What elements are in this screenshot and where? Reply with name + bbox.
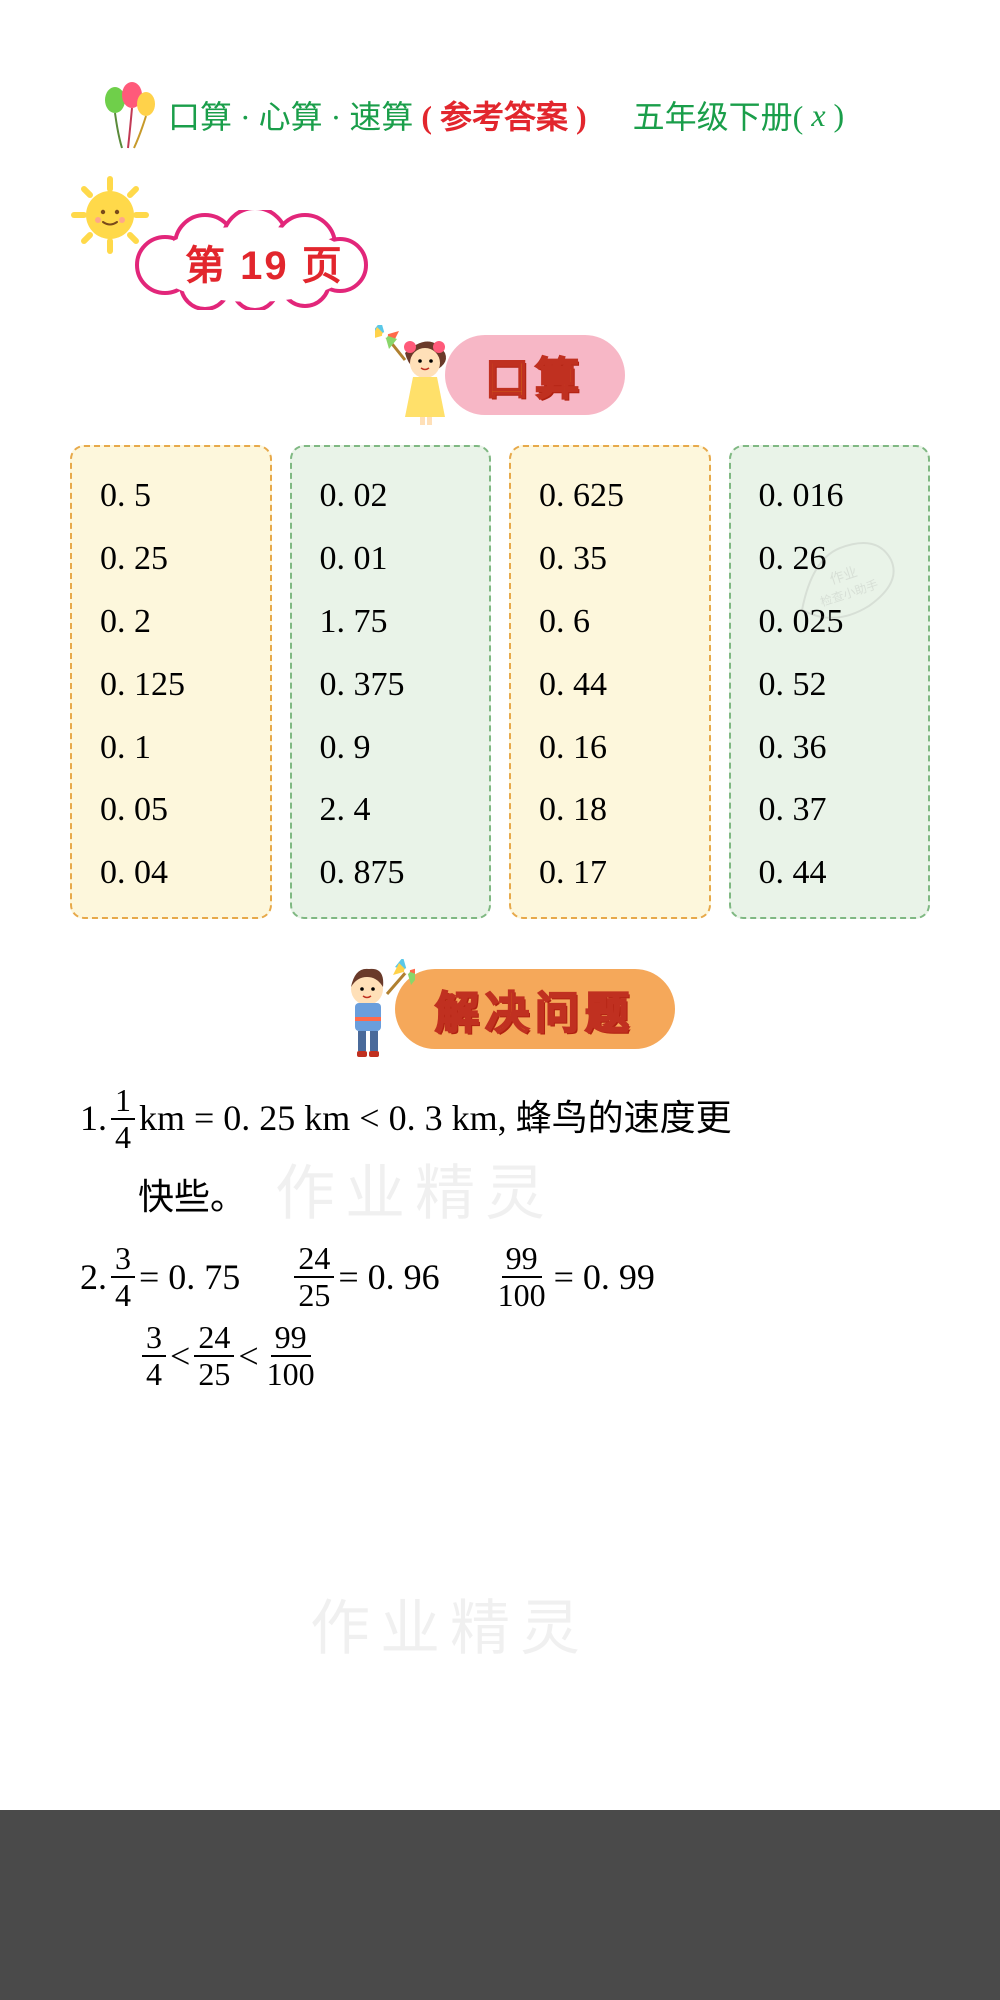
table-col-2: 0. 020. 011. 750. 3750. 92. 40. 875 xyxy=(290,445,492,919)
frac-den: 4 xyxy=(111,1278,135,1313)
frac-den: 100 xyxy=(263,1357,319,1392)
problems: 1. 1 4 km = 0. 25 km < 0. 3 km, 蜂鸟的速度更 快… xyxy=(70,1079,930,1396)
table-cell: 0. 16 xyxy=(539,717,699,780)
page: 口算 · 心算 · 速算 ( 参考答案 ) 五年级下册(x) xyxy=(0,0,1000,1810)
table-cell: 0. 1 xyxy=(100,717,260,780)
table-cell: 0. 6 xyxy=(539,591,699,654)
fraction-24-25-b: 24 25 xyxy=(194,1320,234,1392)
problem-2-number: 2. xyxy=(80,1238,107,1317)
kousuan-table: 0. 50. 250. 20. 1250. 10. 050. 04 0. 020… xyxy=(70,445,930,919)
header-answers: ( 参考答案 ) xyxy=(421,92,586,138)
frac-den: 4 xyxy=(142,1357,166,1392)
frac-den: 100 xyxy=(494,1278,550,1313)
table-cell: 0. 9 xyxy=(320,717,480,780)
table-cell: 1. 75 xyxy=(320,591,480,654)
problem-2-line1: 2. 3 4 = 0. 75 24 25 = 0. 96 99 100 xyxy=(80,1238,920,1317)
table-cell: 0. 625 xyxy=(539,465,699,528)
table-cell: 0. 01 xyxy=(320,528,480,591)
frac-num: 99 xyxy=(271,1320,311,1357)
table-cell: 0. 37 xyxy=(759,779,919,842)
fraction-24-25: 24 25 xyxy=(294,1241,334,1313)
watermark-2: 作业精灵 xyxy=(310,1580,590,1667)
fraction-99-100: 99 100 xyxy=(494,1241,550,1313)
fraction-3-4-b: 3 4 xyxy=(142,1320,166,1392)
fraction-1-4: 1 4 xyxy=(111,1083,135,1155)
fraction-99-100-b: 99 100 xyxy=(263,1320,319,1392)
eq3-val: = 0. 99 xyxy=(554,1238,655,1317)
frac-num: 3 xyxy=(142,1320,166,1357)
boy-pinwheel-icon xyxy=(325,959,415,1059)
frac-num: 99 xyxy=(502,1241,542,1278)
frac-den: 25 xyxy=(194,1357,234,1392)
table-col-3: 0. 6250. 350. 60. 440. 160. 180. 17 xyxy=(509,445,711,919)
frac-den: 25 xyxy=(294,1278,334,1313)
page-badge-text: 第 19 页 xyxy=(185,233,344,291)
fraction-3-4: 3 4 xyxy=(111,1241,135,1313)
problem-1-text-a: km = 0. 25 km < 0. 3 km, 蜂鸟的速度更 xyxy=(139,1079,732,1158)
header-row: 口算 · 心算 · 速算 ( 参考答案 ) 五年级下册(x) xyxy=(100,80,930,150)
frac-num: 24 xyxy=(194,1320,234,1357)
frac-num: 1 xyxy=(111,1083,135,1120)
section-jiejue-badge: 解决问题 xyxy=(70,959,930,1059)
table-cell: 0. 25 xyxy=(100,528,260,591)
frac-den: 4 xyxy=(111,1120,135,1155)
table-cell: 0. 35 xyxy=(539,528,699,591)
balloons-icon xyxy=(100,80,160,150)
header-title-right-x: x xyxy=(811,97,825,134)
eq2-val: = 0. 96 xyxy=(338,1238,439,1317)
table-cell: 0. 375 xyxy=(320,654,480,717)
table-cell: 0. 2 xyxy=(100,591,260,654)
section-jiejue-label: 解决问题 xyxy=(395,969,675,1049)
table-cell: 0. 125 xyxy=(100,654,260,717)
eq1-val: = 0. 75 xyxy=(139,1238,240,1317)
table-cell: 0. 18 xyxy=(539,779,699,842)
problem-1-line1: 1. 1 4 km = 0. 25 km < 0. 3 km, 蜂鸟的速度更 xyxy=(80,1079,920,1158)
problem-1-line2: 快些。 xyxy=(80,1158,920,1237)
section-kousuan-label: 口算 xyxy=(445,335,625,415)
frac-num: 3 xyxy=(111,1241,135,1278)
problem-1-text-b: 快些。 xyxy=(138,1158,246,1237)
lt-2: < xyxy=(238,1317,258,1396)
frac-num: 24 xyxy=(294,1241,334,1278)
table-col-1: 0. 50. 250. 20. 1250. 10. 050. 04 xyxy=(70,445,272,919)
table-cell: 2. 4 xyxy=(320,779,480,842)
header-title-right-a: 五年级下册( xyxy=(633,92,804,138)
table-cell: 0. 02 xyxy=(320,465,480,528)
problem-2-line2: 3 4 < 24 25 < 99 100 xyxy=(80,1317,920,1396)
header-title-right-b: ) xyxy=(834,97,845,134)
table-cell: 0. 17 xyxy=(539,842,699,905)
table-cell: 0. 05 xyxy=(100,779,260,842)
table-cell: 0. 016 xyxy=(759,465,919,528)
table-cell: 0. 52 xyxy=(759,654,919,717)
table-cell: 0. 04 xyxy=(100,842,260,905)
header-title-left: 口算 · 心算 · 速算 xyxy=(168,92,413,138)
table-cell: 0. 44 xyxy=(539,654,699,717)
table-cell: 0. 875 xyxy=(320,842,480,905)
footer-bar xyxy=(0,1810,1000,2000)
page-badge: 第 19 页 xyxy=(70,175,930,315)
table-col-4: 0. 0160. 260. 0250. 520. 360. 370. 44 xyxy=(729,445,931,919)
table-cell: 0. 44 xyxy=(759,842,919,905)
table-cell: 0. 5 xyxy=(100,465,260,528)
table-cell: 0. 36 xyxy=(759,717,919,780)
lt-1: < xyxy=(170,1317,190,1396)
problem-1-number: 1. xyxy=(80,1079,107,1158)
section-kousuan-badge: 口算 xyxy=(70,325,930,425)
girl-pinwheel-icon xyxy=(375,325,465,425)
